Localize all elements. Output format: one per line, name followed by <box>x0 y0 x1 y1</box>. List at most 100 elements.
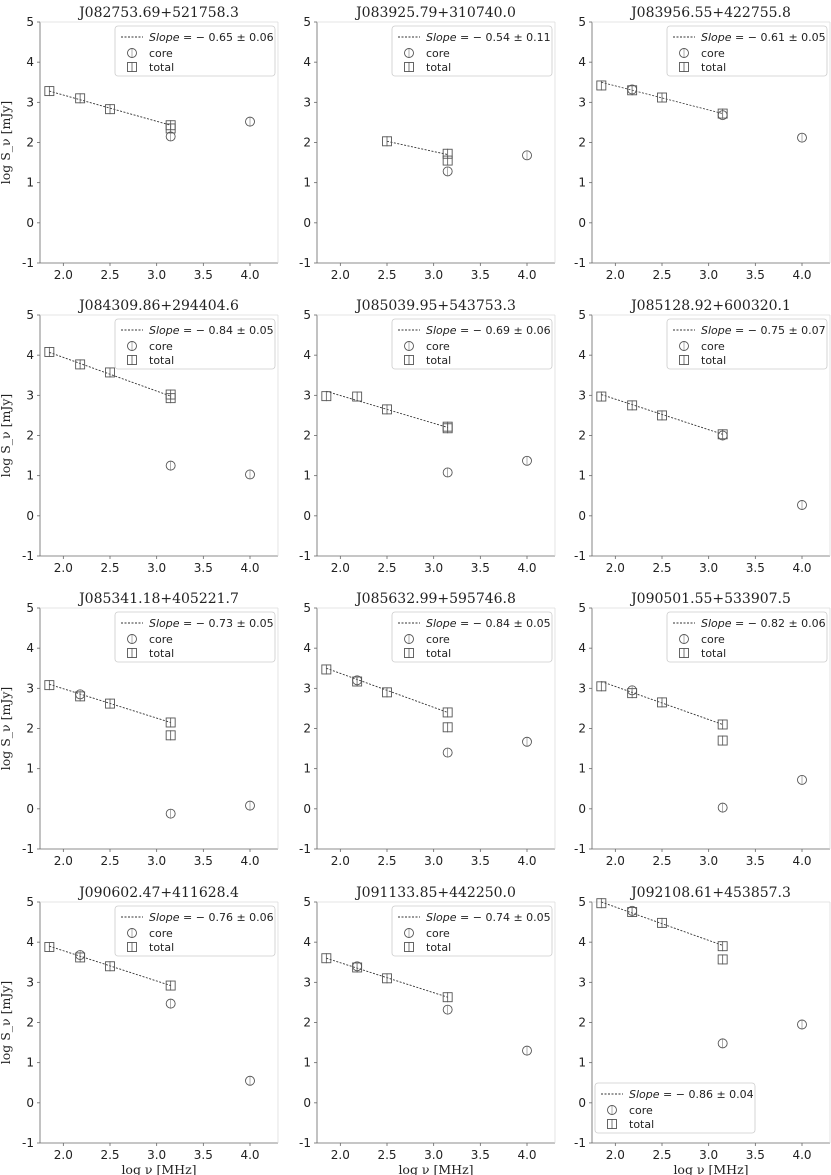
legend-fit-prefix: Slope <box>701 617 732 630</box>
y-tick-label: 1 <box>303 176 311 190</box>
legend-fit-prefix: Slope <box>426 31 457 44</box>
legend-core-swatch <box>127 48 137 58</box>
core-point <box>522 455 532 466</box>
x-tick-label: 2.5 <box>377 268 396 282</box>
x-tick-label: 3.0 <box>424 854 443 868</box>
core-point <box>797 132 807 143</box>
x-tick-label: 2.0 <box>331 268 350 282</box>
x-tick-label: 2.0 <box>54 561 73 575</box>
core-point <box>165 460 176 471</box>
legend-core-label: core <box>149 47 173 60</box>
legend-core-label: core <box>701 340 725 353</box>
legend-core-swatch <box>679 634 689 644</box>
y-tick-label: 1 <box>26 176 34 190</box>
x-tick-label: 2.0 <box>54 1148 73 1162</box>
y-tick-label: 4 <box>578 935 586 949</box>
y-tick-label: 0 <box>578 1096 586 1110</box>
x-tick-label: 3.5 <box>471 854 490 868</box>
panel-12: J092108.61+453857.3 5 4 3 2 1 0 -1 2.0 2.5 3.0 3.5 4… <box>574 885 831 1175</box>
y-tick-label: 1 <box>578 176 586 190</box>
y-tick-label: 4 <box>26 935 34 949</box>
x-tick-label: 2.0 <box>54 268 73 282</box>
y-tick-label: 0 <box>578 802 586 816</box>
legend-fit-prefix: Slope <box>149 31 180 44</box>
y-tick-label: 1 <box>26 469 34 483</box>
x-tick-label: 3.0 <box>699 854 718 868</box>
legend-fit-prefix: Slope <box>149 324 180 337</box>
legend-core-swatch <box>127 634 137 644</box>
x-tick-label: 3.0 <box>699 561 718 575</box>
y-tick-label: 2 <box>26 722 34 736</box>
y-tick-label: 5 <box>303 308 311 322</box>
x-tick-label: 4.0 <box>240 561 259 575</box>
panel-title: J092108.61+453857.3 <box>629 885 791 901</box>
legend-fit-label: Slope = − 0.86 ± 0.04 <box>629 1088 754 1101</box>
y-tick-label: 3 <box>26 681 34 695</box>
y-tick-label: 1 <box>26 1056 34 1070</box>
legend-core-label: core <box>426 47 450 60</box>
legend-core-label: core <box>701 47 725 60</box>
y-tick-label: 5 <box>303 895 311 909</box>
core-point <box>442 1004 453 1015</box>
legend-core-swatch <box>404 48 414 58</box>
legend-fit-value: = − 0.61 ± 0.05 <box>732 31 826 44</box>
y-tick-label: 5 <box>26 895 34 909</box>
y-tick-label: 3 <box>578 388 586 402</box>
y-tick-label: 0 <box>303 216 311 230</box>
x-tick-label: 3.0 <box>424 561 443 575</box>
legend-fit-value: = − 0.84 ± 0.05 <box>180 324 274 337</box>
legend-core-swatch <box>127 928 137 938</box>
x-tick-label: 2.5 <box>652 561 671 575</box>
x-tick-label: 2.5 <box>377 854 396 868</box>
core-point <box>442 467 453 478</box>
core-point <box>717 1038 728 1049</box>
y-tick-label: 0 <box>303 1096 311 1110</box>
x-tick-label: 3.0 <box>147 561 166 575</box>
y-tick-label: 1 <box>26 762 34 776</box>
core-point <box>165 998 176 1009</box>
panel-title: J084309.86+294404.6 <box>77 298 239 314</box>
y-tick-label: 5 <box>578 308 586 322</box>
legend-fit-prefix: Slope <box>426 617 457 630</box>
x-tick-label: 2.0 <box>606 268 625 282</box>
y-tick-label: 0 <box>578 216 586 230</box>
x-tick-label: 4.0 <box>792 854 811 868</box>
legend-box <box>391 25 553 77</box>
x-tick-label: 2.5 <box>377 561 396 575</box>
panel-4: J084309.86+294404.6 5 4 3 2 1 0 -1 2.0 2.5 3.0 3.5 4… <box>0 298 279 575</box>
core-point <box>627 685 638 696</box>
core-point <box>717 110 728 121</box>
y-tick-label: 5 <box>26 601 34 615</box>
legend-box <box>666 25 828 77</box>
y-tick-label: 0 <box>303 802 311 816</box>
legend-fit-label: Slope = − 0.54 ± 0.11 <box>426 31 551 44</box>
core-point <box>797 1019 807 1030</box>
legend-fit-prefix: Slope <box>701 324 732 337</box>
core-point <box>627 905 638 916</box>
legend-core-swatch <box>607 1105 617 1115</box>
legend-fit-label: Slope = − 0.69 ± 0.06 <box>426 324 551 337</box>
x-tick-label: 2.0 <box>606 1148 625 1162</box>
y-tick-label: 2 <box>303 429 311 443</box>
legend-total-label: total <box>426 354 451 367</box>
y-tick-label: 2 <box>578 1016 586 1030</box>
y-tick-label: -1 <box>574 1136 586 1150</box>
legend-fit-label: Slope = − 0.61 ± 0.05 <box>701 31 826 44</box>
legend-box <box>114 318 276 370</box>
y-tick-label: 4 <box>303 641 311 655</box>
y-tick-label: -1 <box>299 842 311 856</box>
core-point <box>75 950 86 960</box>
core-point <box>442 747 453 758</box>
legend-fit-value: = − 0.74 ± 0.05 <box>457 911 551 924</box>
legend-box <box>594 1082 756 1134</box>
y-tick-label: 2 <box>578 136 586 150</box>
legend-total-label: total <box>149 61 174 74</box>
legend-total-label: total <box>701 647 726 660</box>
x-tick-label: 3.5 <box>471 268 490 282</box>
core-point <box>245 1075 255 1086</box>
